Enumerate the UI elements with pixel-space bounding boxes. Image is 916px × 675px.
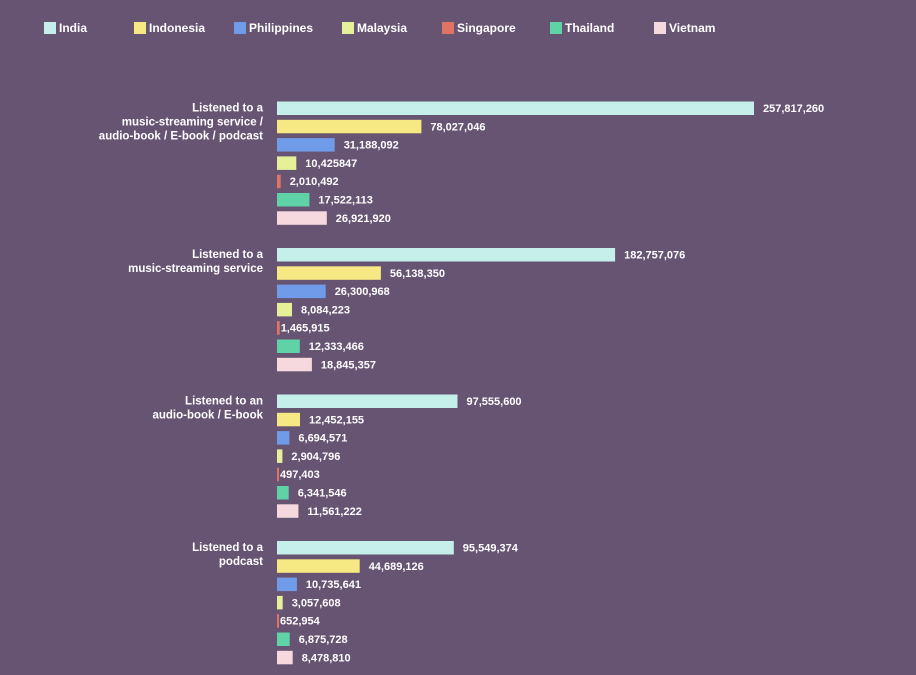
bar-group-3: Listened to an audio-book / E-book 97,555,… — [152, 394, 522, 518]
bar-india — [277, 394, 458, 408]
value-label: 12,452,155 — [309, 414, 364, 426]
legend-swatch — [442, 22, 454, 34]
bar-singapore — [277, 174, 281, 189]
bar-malaysia — [277, 449, 283, 463]
bar-indonesia — [277, 119, 422, 134]
bar-vietnam — [277, 357, 312, 372]
bar-singapore — [277, 614, 279, 628]
legend-item-singapore: Singapore — [442, 19, 516, 37]
bar-singapore — [277, 321, 280, 335]
bar-group-1: Listened to a music-streaming service / au… — [99, 101, 824, 225]
legend-label: Philippines — [249, 21, 314, 35]
bar-indonesia — [277, 412, 300, 427]
value-label: 11,561,222 — [307, 506, 361, 518]
category-label: Listened to a podcast — [192, 542, 264, 568]
value-label: 95,549,374 — [463, 543, 519, 555]
bar-indonesia — [277, 266, 381, 280]
bar-philippines — [277, 431, 290, 445]
value-label: 652,954 — [280, 616, 321, 628]
value-label: 497,403 — [280, 469, 320, 481]
value-label: 6,875,728 — [299, 634, 348, 646]
value-label: 12,333,466 — [309, 341, 364, 353]
legend-item-thailand: Thailand — [550, 19, 614, 37]
value-label: 26,921,920 — [336, 213, 391, 225]
value-label: 78,027,046 — [430, 121, 485, 133]
bar-group-4: Listened to a podcast 95,549,374 44,689,126… — [192, 541, 519, 665]
legend-item-indonesia: Indonesia — [134, 19, 205, 37]
category-label: Listened to a music-streaming service — [128, 249, 263, 275]
category-label: Listened to an audio-book / E-book — [152, 396, 263, 422]
legend-label: India — [59, 21, 88, 35]
bar-malaysia — [277, 156, 297, 170]
value-label: 8,084,223 — [301, 304, 350, 316]
value-label: 10,425847 — [305, 158, 357, 170]
bar-singapore — [277, 467, 279, 482]
value-label: 44,689,126 — [369, 561, 424, 573]
value-label: 182,757,076 — [624, 250, 685, 262]
bar-india — [277, 541, 454, 555]
legend-item-malaysia: Malaysia — [342, 19, 407, 37]
legend-item-india: India — [44, 19, 87, 37]
legend-swatch — [134, 22, 146, 34]
bar-philippines — [277, 284, 326, 299]
value-label: 31,188,092 — [344, 140, 399, 152]
legend-label: Thailand — [565, 21, 615, 35]
bar-india — [277, 101, 754, 115]
value-label: 26,300,968 — [335, 286, 390, 298]
legend-label: Vietnam — [669, 21, 716, 35]
bar-vietnam — [277, 650, 293, 665]
bar-vietnam — [277, 504, 299, 518]
bar-thailand — [277, 339, 300, 353]
value-label: 97,555,600 — [467, 396, 522, 408]
legend-item-vietnam: Vietnam — [654, 19, 715, 37]
value-label: 1,465,915 — [281, 323, 330, 335]
bar-thailand — [277, 486, 289, 500]
value-label: 3,057,608 — [292, 597, 341, 609]
legend-swatch — [550, 22, 562, 34]
chart-legend: India Indonesia Philippines Malaysia Singapo… — [44, 19, 904, 37]
legend-swatch — [44, 22, 56, 34]
value-label: 6,341,546 — [298, 488, 347, 500]
bar-thailand — [277, 632, 290, 646]
bar-india — [277, 248, 616, 262]
value-label: 17,522,113 — [318, 195, 372, 207]
value-label: 18,845,357 — [321, 359, 376, 371]
legend-swatch — [342, 22, 354, 34]
value-label: 2,904,796 — [291, 451, 340, 463]
legend-item-philippines: Philippines — [234, 19, 313, 37]
bar-group-2: Listened to a music-streaming service 182,… — [128, 248, 685, 372]
value-label: 8,478,810 — [302, 652, 351, 664]
value-label: 10,735,641 — [306, 579, 361, 591]
bar-malaysia — [277, 595, 283, 610]
legend-label: Singapore — [457, 21, 516, 35]
bar-vietnam — [277, 211, 327, 225]
bar-thailand — [277, 193, 310, 207]
legend-swatch — [654, 22, 666, 34]
bar-philippines — [277, 138, 335, 152]
bar-malaysia — [277, 302, 292, 317]
value-label: 56,138,350 — [390, 268, 445, 280]
bar-philippines — [277, 577, 297, 592]
value-label: 257,817,260 — [763, 103, 824, 115]
legend-swatch — [234, 22, 246, 34]
bar-indonesia — [277, 559, 360, 573]
value-label: 2,010,492 — [290, 176, 339, 188]
category-label: Listened to a music-streaming service / au… — [99, 103, 264, 143]
value-label: 6,694,571 — [298, 433, 347, 445]
legend-label: Indonesia — [149, 21, 206, 35]
legend-label: Malaysia — [357, 21, 408, 35]
